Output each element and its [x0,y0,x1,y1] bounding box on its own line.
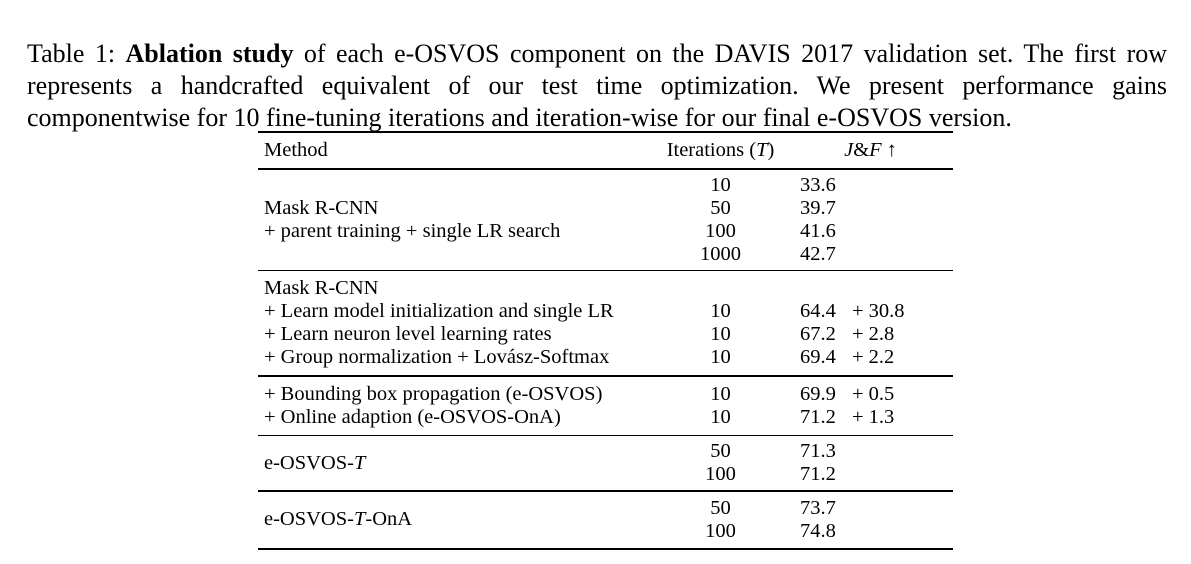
jf-cell: 73.7 [800,496,836,519]
method-post: -OnA [365,508,413,530]
iterations-cell: 10 [710,405,731,428]
iterations-cell: 50 [710,496,731,519]
method-line: + parent training + single LR search [264,219,561,242]
table-block-baseline: Mask R-CNN + parent training + single LR… [258,170,953,270]
jf-ampersand: & [853,139,870,161]
jf-j-symbol: J [844,139,854,161]
header-iterations-t-symbol: T [756,139,768,161]
iterations-cell: 10 [710,382,731,405]
gain-cell: + 30.8 [852,300,905,322]
jf-cell: 71.3 [800,440,836,462]
header-iterations: Iterations (T) [653,139,788,162]
method-cell: e-OSVOS-T [258,452,653,475]
iterations-cell: 10 [710,300,731,322]
jf-cell: 71.2 [800,463,836,485]
block-divider [258,375,953,377]
method-cell: Mask R-CNN + parent training + single LR… [258,197,653,243]
iterations-cell: 10 [710,173,731,196]
jf-cell: 74.8 [800,519,836,542]
table-rule-top [258,131,953,133]
method-cell: Mask R-CNN [264,277,379,299]
block-divider [258,490,953,492]
jf-f-symbol: F [869,139,882,161]
jf-cell: 64.4 [800,300,836,322]
table-rule-bottom [258,547,953,550]
up-arrow-icon: ↑ [886,139,897,161]
jf-cell: 67.2 [800,323,836,345]
block-divider [258,434,953,436]
gain-cell: + 2.2 [852,346,895,368]
caption-title-bold: Ablation study [125,39,294,68]
jf-cell: 42.7 [800,242,836,265]
table-block-eosvos-additions: + Bounding box propagation (e-OSVOS) 10 … [258,377,953,435]
gain-cell: + 0.5 [852,382,895,405]
header-iterations-post: ) [767,139,775,161]
method-pre: e-OSVOS- [264,451,354,474]
jf-cell: 33.6 [800,173,836,196]
caption-prefix: Table 1: [27,39,126,68]
method-pre: e-OSVOS- [264,508,354,530]
jf-cell: 69.9 [800,382,836,405]
iterations-cell: 10 [710,346,731,368]
jf-cell: 69.4 [800,346,836,368]
header-jf-metric: J&F ↑ [788,139,953,162]
header-divider [258,168,953,170]
iterations-cell: 1000 [700,242,741,265]
jf-cell: 39.7 [800,196,836,219]
method-cell: + Learn model initialization and single … [264,300,614,322]
iterations-cell: 100 [705,219,736,242]
block-divider [258,269,953,271]
method-cell: + Bounding box propagation (e-OSVOS) [264,382,603,405]
header-method: Method [264,139,328,161]
method-cell: + Group normalization + Lovász-Softmax [264,346,610,368]
table-block-eosvos-t: e-OSVOS-T 50 71.3 100 71.2 [258,436,953,490]
jf-cell: 41.6 [800,219,836,242]
method-t-symbol: T [353,451,366,474]
method-cell: + Learn neuron level learning rates [264,323,552,345]
iterations-cell: 10 [710,323,731,345]
table-caption: Table 1: Ablation study of each e-OSVOS … [27,38,1167,134]
method-t-symbol: T [353,508,366,530]
method-line: Mask R-CNN [264,196,379,219]
iterations-cell: 100 [705,519,736,542]
method-cell: + Online adaption (e-OSVOS-OnA) [264,405,561,428]
method-cell: e-OSVOS-T-OnA [258,508,653,531]
jf-cell: 71.2 [800,405,836,428]
table-block-components: Mask R-CNN + Learn model initialization … [258,271,953,375]
iterations-cell: 50 [710,440,731,462]
iterations-cell: 50 [710,196,731,219]
table-block-eosvos-t-ona: e-OSVOS-T-OnA 50 73.7 100 74.8 [258,492,953,548]
gain-cell: + 1.3 [852,405,895,428]
caption-body: of each e-OSVOS component on the DAVIS 2… [27,39,1168,132]
ablation-table: Method Iterations (T) J&F ↑ Mask R-CNN + … [258,131,953,550]
gain-cell: + 2.8 [852,323,895,345]
iterations-cell: 100 [705,463,736,485]
table-header-row: Method Iterations (T) J&F ↑ [258,133,953,168]
header-iterations-pre: Iterations ( [666,139,757,161]
